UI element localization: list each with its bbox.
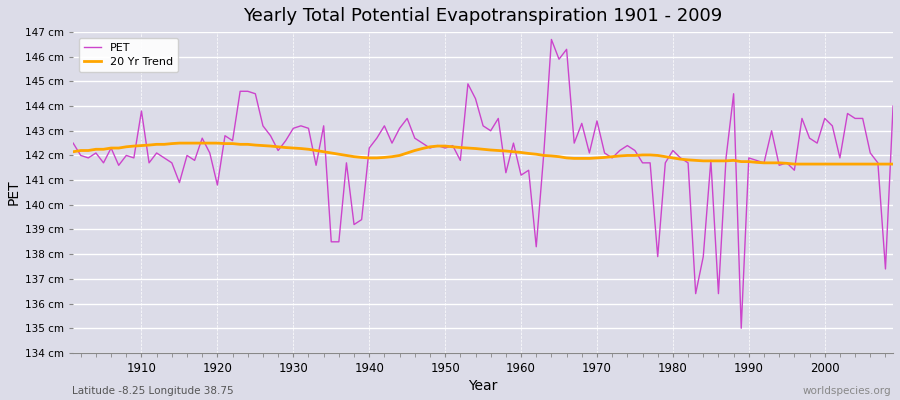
PET (68, 141, 78, 146)
20 Yr Trend (348, 154, 359, 159)
PET (736, 326, 747, 330)
PET (546, 37, 557, 42)
Line: 20 Yr Trend: 20 Yr Trend (73, 143, 893, 164)
Line: PET: PET (73, 40, 893, 328)
Y-axis label: PET: PET (7, 180, 21, 205)
20 Yr Trend (615, 154, 626, 158)
20 Yr Trend (516, 150, 526, 155)
PET (341, 160, 352, 165)
Text: Latitude -8.25 Longitude 38.75: Latitude -8.25 Longitude 38.75 (72, 386, 234, 396)
PET (295, 124, 306, 128)
20 Yr Trend (523, 151, 534, 156)
PET (516, 173, 526, 178)
X-axis label: Year: Year (468, 379, 498, 393)
PET (887, 104, 898, 108)
Title: Yearly Total Potential Evapotranspiration 1901 - 2009: Yearly Total Potential Evapotranspiratio… (244, 7, 723, 25)
Text: worldspecies.org: worldspecies.org (803, 386, 891, 396)
Legend: PET, 20 Yr Trend: PET, 20 Yr Trend (78, 38, 178, 72)
PET (615, 148, 626, 153)
20 Yr Trend (174, 141, 184, 146)
20 Yr Trend (303, 147, 314, 152)
20 Yr Trend (129, 144, 140, 148)
20 Yr Trend (789, 162, 800, 166)
PET (129, 156, 140, 160)
20 Yr Trend (68, 149, 78, 154)
20 Yr Trend (887, 162, 898, 166)
PET (508, 141, 519, 146)
